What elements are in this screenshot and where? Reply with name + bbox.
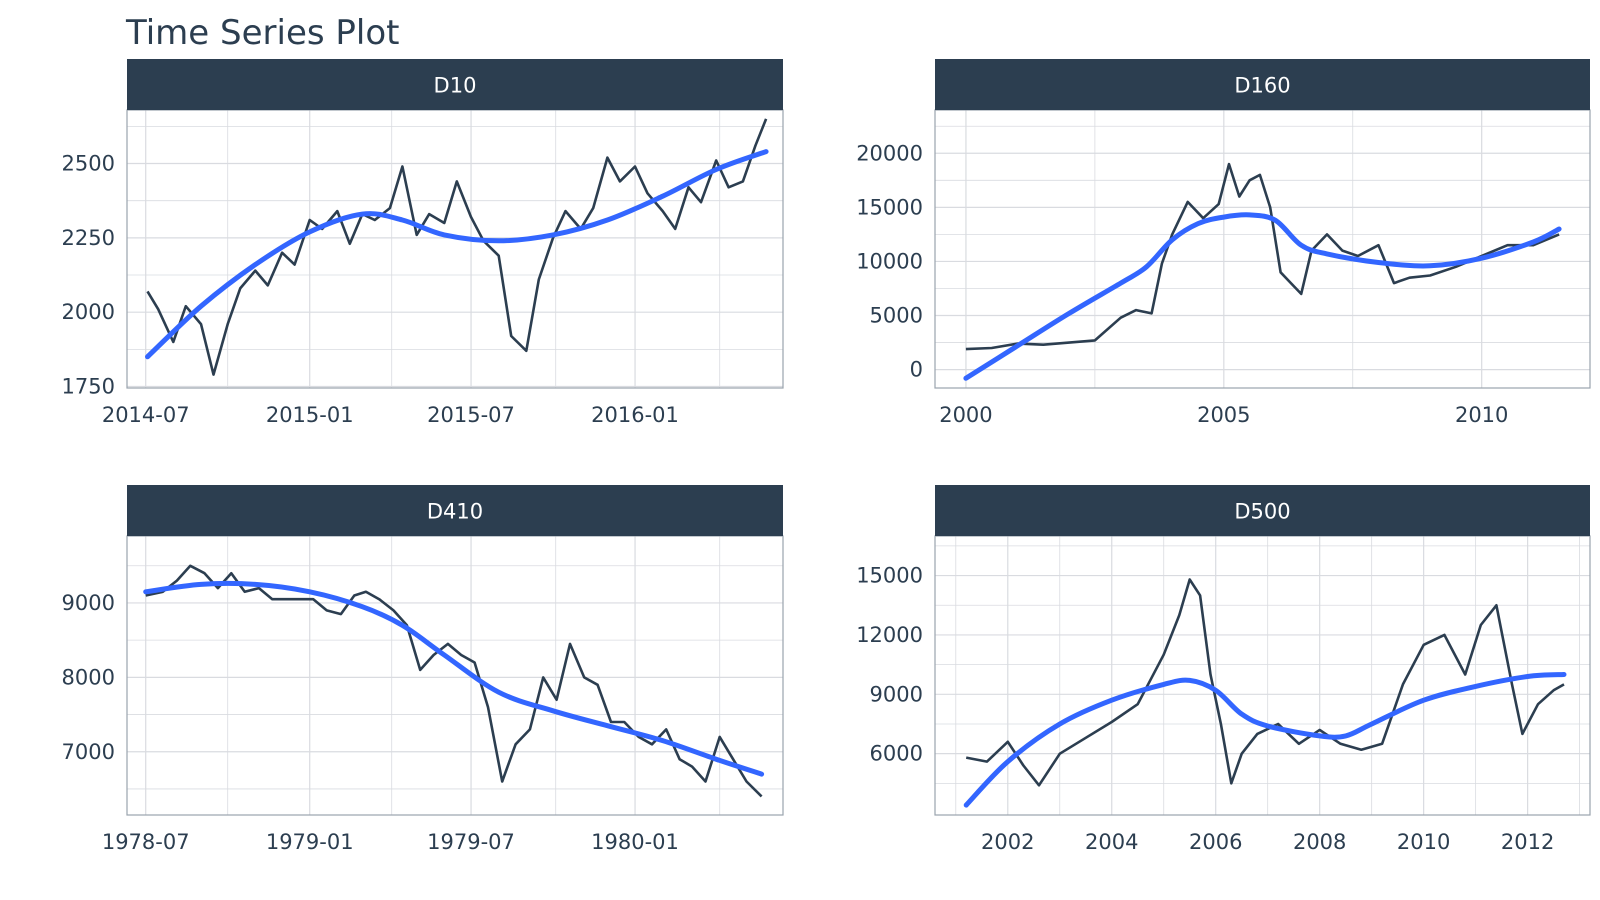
x-tick-label: 2014-07 xyxy=(102,403,190,427)
x-tick-label: 2015-07 xyxy=(427,403,515,427)
y-tick-label: 20000 xyxy=(856,141,923,165)
series-line-d410 xyxy=(145,564,763,798)
y-tick-label: 2250 xyxy=(62,226,115,250)
x-tick-label: 2010 xyxy=(1397,830,1450,854)
x-tick-label: 2005 xyxy=(1197,403,1250,427)
facet-d10: D10 1750 2000 2250 2500 2014-07 2015-01 2015-07… xyxy=(62,59,784,427)
facet-d160: D160 0 5000 10000 15000 20000 2000 2005 2010 xyxy=(856,59,1591,427)
y-tick-label: 1750 xyxy=(62,375,115,399)
facet-strip xyxy=(127,59,783,110)
facet-d410: D410 7000 8000 9000 1978-07 1979-01 1979-07 198… xyxy=(62,485,784,854)
facet-strip xyxy=(127,485,783,536)
facet-strip-label: D500 xyxy=(1234,500,1290,524)
y-tick-label: 9000 xyxy=(870,682,923,706)
x-tick-label: 2008 xyxy=(1293,830,1346,854)
y-tick-label: 8000 xyxy=(62,665,115,689)
smooth-trend-line-d160 xyxy=(963,212,1562,381)
y-tick-label: 2500 xyxy=(62,152,115,176)
y-tick-label: 15000 xyxy=(856,195,923,219)
facet-strip-label: D10 xyxy=(434,74,477,98)
facet-strip-label: D410 xyxy=(427,500,483,524)
x-tick-label: 2006 xyxy=(1189,830,1242,854)
smooth-trend-line-d410 xyxy=(143,580,765,777)
panel-background xyxy=(935,110,1590,388)
facet-d500: D500 6000 9000 12000 15000 2002 2004 2006 2008 20… xyxy=(856,485,1591,854)
x-tick-label: 1979-01 xyxy=(266,830,354,854)
y-tick-label: 9000 xyxy=(62,591,115,615)
facet-grid: D10 1750 2000 2250 2500 2014-07 2015-01 2015-07… xyxy=(62,59,1591,854)
panel-background xyxy=(127,110,783,388)
facet-strip xyxy=(935,59,1590,110)
y-tick-label: 5000 xyxy=(870,304,923,328)
x-tick-label: 2000 xyxy=(939,403,992,427)
panel-background xyxy=(935,536,1590,815)
x-tick-label: 2016-01 xyxy=(591,403,679,427)
series-line-d500 xyxy=(965,578,1565,787)
x-tick-label: 2015-01 xyxy=(266,403,354,427)
x-tick-label: 2002 xyxy=(981,830,1034,854)
y-tick-label: 15000 xyxy=(856,564,923,588)
grid-lines xyxy=(935,110,1590,388)
grid-lines xyxy=(935,536,1590,815)
y-tick-label: 2000 xyxy=(62,300,115,324)
y-tick-label: 12000 xyxy=(856,623,923,647)
y-tick-label: 6000 xyxy=(870,742,923,766)
series-line-d160 xyxy=(965,162,1560,351)
facet-strip xyxy=(935,485,1590,536)
x-tick-label: 1979-07 xyxy=(427,830,515,854)
x-tick-label: 2012 xyxy=(1501,830,1554,854)
facet-strip-label: D160 xyxy=(1234,74,1290,98)
x-tick-label: 2004 xyxy=(1085,830,1138,854)
x-tick-label: 1978-07 xyxy=(102,830,190,854)
smooth-trend-line-d10 xyxy=(145,149,769,360)
smooth-trend-line-d500 xyxy=(963,672,1567,808)
x-tick-label: 1980-01 xyxy=(591,830,679,854)
chart-title: Time Series Plot xyxy=(125,13,399,53)
x-tick-label: 2010 xyxy=(1455,403,1508,427)
y-tick-label: 0 xyxy=(910,358,923,382)
series-line-d10 xyxy=(146,118,768,376)
y-tick-label: 10000 xyxy=(856,249,923,273)
y-tick-label: 7000 xyxy=(62,740,115,764)
grid-lines xyxy=(127,110,783,388)
